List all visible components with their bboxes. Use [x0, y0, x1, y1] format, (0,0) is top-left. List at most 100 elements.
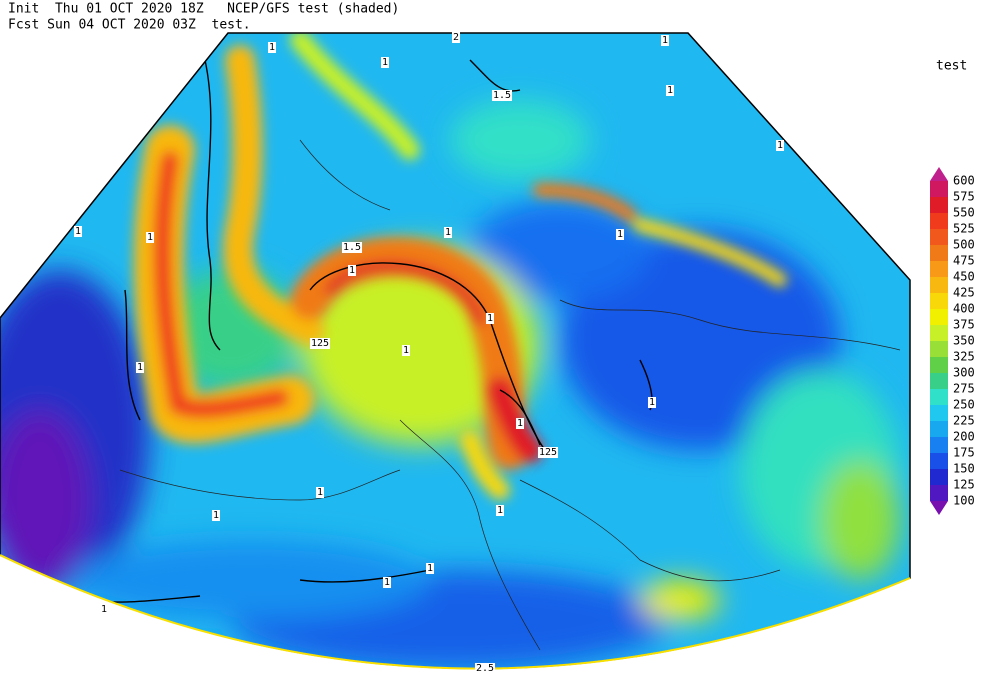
contour-label: 1 — [662, 35, 668, 46]
colorbar-box — [930, 437, 948, 453]
colorbar-label: 100 — [953, 494, 975, 508]
colorbar-box — [930, 469, 948, 485]
contour-label: 2.5 — [476, 663, 494, 674]
contour-label-box — [73, 226, 83, 237]
contour-label-box — [267, 42, 277, 53]
contour-label-box — [474, 663, 496, 674]
map-edge — [0, 554, 911, 670]
contour-label-box — [495, 505, 505, 516]
contour-label-box — [99, 604, 109, 615]
contour-label-box — [425, 563, 435, 574]
colorbar-box — [930, 213, 948, 229]
contour-label-box — [491, 90, 513, 101]
contour-label-box — [615, 229, 625, 240]
colorbar-label: 200 — [953, 430, 975, 444]
contour-label: 1 — [403, 345, 409, 356]
colorbar-label: 325 — [953, 350, 975, 364]
contour-label: 1 — [101, 604, 107, 615]
colorbar-box — [930, 389, 948, 405]
colorbar-label: 225 — [953, 414, 975, 428]
contour-label-box — [647, 397, 657, 408]
contour-label: 1 — [213, 510, 219, 521]
colorbar-box — [930, 309, 948, 325]
contour-label: 1 — [497, 505, 503, 516]
legend-title: test — [936, 59, 967, 74]
contour-label: 1.5 — [343, 242, 361, 253]
colorbar-box — [930, 325, 948, 341]
colorbar-box — [930, 293, 948, 309]
contour-label-box — [775, 140, 785, 151]
colorbar-label: 150 — [953, 462, 975, 476]
contour-label: 1 — [487, 313, 493, 324]
contour-label-box — [485, 313, 495, 324]
contour-label: 1 — [649, 397, 655, 408]
contours — [79, 59, 653, 603]
contour-label: 1 — [147, 232, 153, 243]
colorbar-label: 350 — [953, 334, 975, 348]
contour-label-box — [341, 242, 363, 253]
colorbar-label: 275 — [953, 382, 975, 396]
colorbar-box — [930, 229, 948, 245]
contour-label-box — [135, 362, 145, 373]
colorbar-label: 500 — [953, 238, 975, 252]
contour-label-box — [443, 227, 453, 238]
contour-label-box — [660, 35, 670, 46]
borders — [119, 139, 901, 651]
contour-label-box — [451, 32, 461, 43]
colorbar-box — [930, 261, 948, 277]
colorbar-label: 550 — [953, 206, 975, 220]
colorbar-box — [930, 357, 948, 373]
colorbar-cap — [930, 167, 948, 181]
contour-label: 1 — [317, 487, 323, 498]
contour-label-box — [515, 418, 525, 429]
colorbar-label: 375 — [953, 318, 975, 332]
contour-label-box — [401, 345, 411, 356]
colorbar-box — [930, 245, 948, 261]
contour-label: 1 — [667, 85, 673, 96]
contour-label-box — [347, 265, 357, 276]
colorbar-label: 300 — [953, 366, 975, 380]
contour-label-box — [309, 338, 331, 349]
contour-labels: 1 1 2 1.5 1 1 1 1 1 1.5 1 1 1 125 1 1 1 1 1 125 1 1 1 1 1 1 2.5 — [73, 32, 785, 674]
contour-label: 1 — [75, 226, 81, 237]
contour-label: 1 — [349, 265, 355, 276]
contour-label-box — [537, 447, 559, 458]
colorbar: 600 575 550 525 500 475 450 425 400 375 350 325 300 2… — [930, 167, 975, 515]
contour-label-box — [211, 510, 221, 521]
contour-label-box — [145, 232, 155, 243]
contour-label-box — [382, 577, 392, 588]
contour-label: 1 — [384, 577, 390, 588]
contour-label: 1 — [445, 227, 451, 238]
contour-label: 1.5 — [493, 90, 511, 101]
colorbar-box — [930, 341, 948, 357]
colorbar-label: 250 — [953, 398, 975, 412]
colorbar-box — [930, 453, 948, 469]
colorbar-box — [930, 405, 948, 421]
colorbar-cap — [930, 501, 948, 515]
contour-label: 125 — [311, 338, 329, 349]
colorbar-label: 125 — [953, 478, 975, 492]
colorbar-box — [930, 197, 948, 213]
colorbar-label: 175 — [953, 446, 975, 460]
contour-label: 1 — [617, 229, 623, 240]
header-line: Init Thu 01 OCT 2020 18Z NCEP/GFS test (… — [8, 2, 399, 17]
contour-label: 125 — [539, 447, 557, 458]
contour-label-box — [315, 487, 325, 498]
colorbar-box — [930, 421, 948, 437]
contour-label-box — [665, 85, 675, 96]
contour-label: 1 — [269, 42, 275, 53]
contour-label: 2 — [453, 32, 459, 43]
colorbar-box — [930, 181, 948, 197]
colorbar-label: 475 — [953, 254, 975, 268]
contour-label: 1 — [777, 140, 783, 151]
colorbar-box — [930, 373, 948, 389]
colorbar-label: 575 — [953, 190, 975, 204]
contour-label-box — [380, 57, 390, 68]
colorbar-label: 400 — [953, 302, 975, 316]
contour-label: 1 — [382, 57, 388, 68]
contour-label: 1 — [427, 563, 433, 574]
contour-label: 1 — [517, 418, 523, 429]
colorbar-label: 425 — [953, 286, 975, 300]
